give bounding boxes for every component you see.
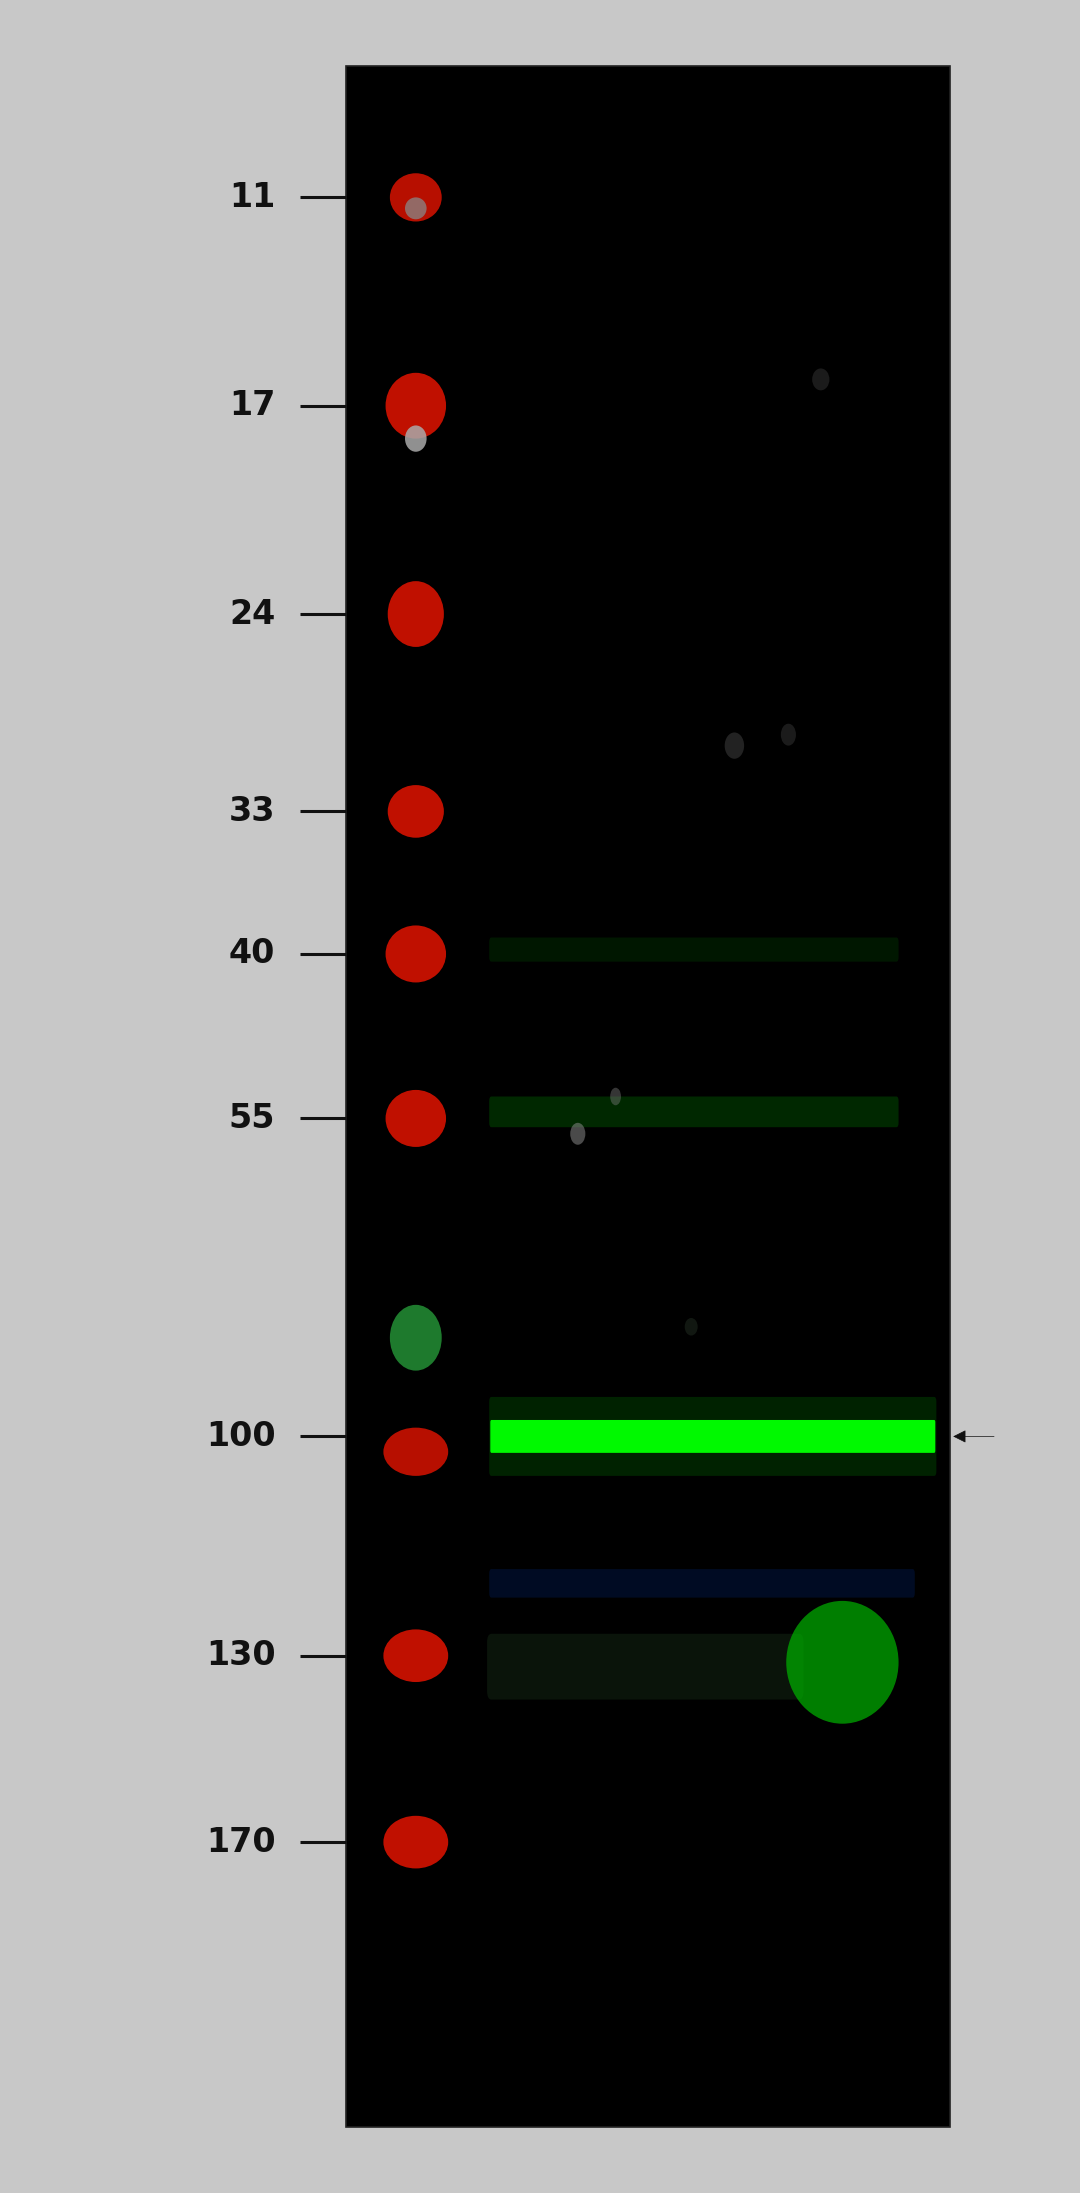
Ellipse shape [685, 1318, 698, 1336]
Ellipse shape [386, 925, 446, 982]
Ellipse shape [386, 373, 446, 439]
FancyBboxPatch shape [489, 939, 899, 961]
Ellipse shape [405, 425, 427, 452]
Text: 55: 55 [229, 1101, 275, 1136]
Text: 130: 130 [206, 1638, 275, 1673]
Ellipse shape [390, 1305, 442, 1371]
Ellipse shape [390, 173, 442, 221]
Text: 40: 40 [229, 936, 275, 971]
Text: 24: 24 [229, 596, 275, 632]
Ellipse shape [786, 1601, 899, 1724]
Ellipse shape [812, 368, 829, 390]
Ellipse shape [383, 1629, 448, 1682]
Ellipse shape [383, 1428, 448, 1476]
FancyBboxPatch shape [487, 1634, 804, 1700]
Ellipse shape [570, 1123, 585, 1145]
FancyBboxPatch shape [346, 66, 950, 2127]
Text: 11: 11 [229, 180, 275, 215]
Text: 100: 100 [206, 1419, 275, 1454]
FancyBboxPatch shape [490, 1421, 935, 1454]
Ellipse shape [388, 581, 444, 647]
Ellipse shape [610, 1088, 621, 1105]
Text: 33: 33 [229, 794, 275, 829]
Text: 170: 170 [206, 1825, 275, 1860]
Ellipse shape [386, 1090, 446, 1147]
Ellipse shape [405, 197, 427, 219]
Ellipse shape [781, 724, 796, 746]
Ellipse shape [725, 732, 744, 759]
Ellipse shape [383, 1816, 448, 1868]
FancyBboxPatch shape [489, 1096, 899, 1127]
Ellipse shape [388, 785, 444, 838]
FancyBboxPatch shape [489, 1397, 936, 1476]
Text: 17: 17 [229, 388, 275, 423]
FancyBboxPatch shape [489, 1570, 915, 1597]
